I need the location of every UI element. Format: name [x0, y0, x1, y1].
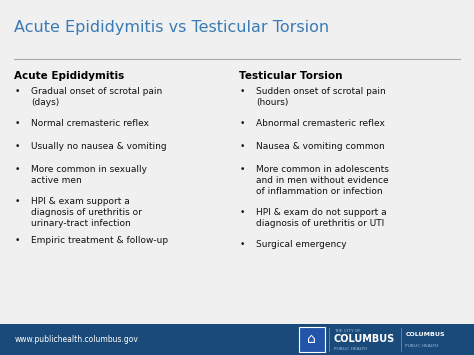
Text: COLUMBUS: COLUMBUS [333, 334, 394, 344]
Text: HPI & exam do not support a
diagnosis of urethritis or UTI: HPI & exam do not support a diagnosis of… [256, 208, 387, 228]
Text: •: • [239, 208, 245, 217]
Text: Testicular Torsion: Testicular Torsion [239, 71, 343, 81]
Text: •: • [239, 165, 245, 174]
Text: COLUMBUS: COLUMBUS [405, 332, 445, 337]
Text: More common in adolescents
and in men without evidence
of inflammation or infect: More common in adolescents and in men wi… [256, 165, 389, 196]
Text: Abnormal cremasteric reflex: Abnormal cremasteric reflex [256, 119, 385, 128]
Text: •: • [14, 165, 19, 174]
Text: Nausea & vomiting common: Nausea & vomiting common [256, 142, 385, 151]
Text: •: • [14, 236, 19, 245]
Text: Empiric treatment & follow-up: Empiric treatment & follow-up [31, 236, 168, 245]
Text: www.publichealth.columbus.gov: www.publichealth.columbus.gov [14, 335, 138, 344]
FancyBboxPatch shape [0, 324, 474, 355]
Text: Normal cremasteric reflex: Normal cremasteric reflex [31, 119, 149, 128]
Text: Acute Epididymitis vs Testicular Torsion: Acute Epididymitis vs Testicular Torsion [14, 20, 329, 34]
Text: •: • [239, 119, 245, 128]
Text: •: • [239, 87, 245, 96]
Text: Sudden onset of scrotal pain
(hours): Sudden onset of scrotal pain (hours) [256, 87, 386, 107]
Text: THE CITY OF: THE CITY OF [334, 329, 361, 333]
Text: •: • [14, 119, 19, 128]
Text: •: • [239, 240, 245, 248]
Text: PUBLIC HEALTH: PUBLIC HEALTH [405, 344, 438, 348]
Text: HPI & exam support a
diagnosis of urethritis or
urinary-tract infection: HPI & exam support a diagnosis of urethr… [31, 197, 142, 228]
Text: ⌂: ⌂ [307, 332, 316, 346]
Text: Acute Epididymitis: Acute Epididymitis [14, 71, 125, 81]
Text: •: • [14, 87, 19, 96]
Text: More common in sexually
active men: More common in sexually active men [31, 165, 147, 185]
Text: •: • [239, 142, 245, 151]
Text: Usually no nausea & vomiting: Usually no nausea & vomiting [31, 142, 166, 151]
Text: •: • [14, 197, 19, 206]
Text: Gradual onset of scrotal pain
(days): Gradual onset of scrotal pain (days) [31, 87, 162, 107]
FancyBboxPatch shape [299, 327, 325, 352]
Text: Surgical emergency: Surgical emergency [256, 240, 346, 248]
Text: •: • [14, 142, 19, 151]
Text: PUBLIC HEALTH: PUBLIC HEALTH [334, 347, 367, 351]
